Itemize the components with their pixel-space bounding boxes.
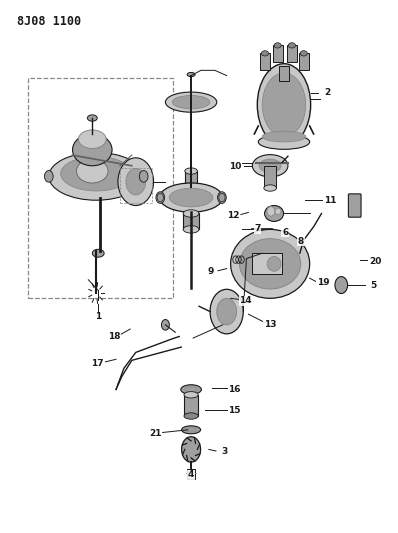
Ellipse shape [184,392,198,398]
Ellipse shape [262,131,306,142]
Text: 7: 7 [254,224,261,233]
Bar [187,469,195,479]
Bar [28,78,173,298]
Ellipse shape [160,183,223,212]
Ellipse shape [185,168,197,174]
Ellipse shape [288,43,295,48]
Text: 16: 16 [228,385,241,394]
Ellipse shape [267,256,281,271]
Text: 15: 15 [228,406,241,415]
Ellipse shape [72,134,112,166]
Text: 1: 1 [95,312,101,321]
Circle shape [118,158,154,206]
Text: 17: 17 [92,359,104,367]
Ellipse shape [170,188,213,207]
Text: 19: 19 [317,278,330,287]
FancyBboxPatch shape [348,194,361,217]
Ellipse shape [184,413,198,419]
Text: 5: 5 [371,280,377,289]
Ellipse shape [49,152,144,200]
Bar [184,395,198,416]
Bar [264,166,277,188]
Ellipse shape [187,72,195,77]
Bar [273,45,283,62]
Text: 2: 2 [324,88,331,97]
Ellipse shape [275,208,281,215]
Text: 12: 12 [227,211,239,220]
Ellipse shape [264,185,277,191]
Ellipse shape [92,249,104,257]
Text: 18: 18 [108,332,120,341]
Ellipse shape [265,206,284,221]
Ellipse shape [259,159,281,172]
Ellipse shape [181,437,201,462]
Bar [120,168,152,203]
Ellipse shape [262,73,306,136]
Ellipse shape [181,385,201,394]
Text: 11: 11 [324,196,336,205]
Bar [260,53,270,70]
Text: 21: 21 [149,429,162,438]
Text: 10: 10 [229,163,242,171]
Ellipse shape [267,207,275,216]
Bar [252,253,282,274]
Ellipse shape [218,192,226,204]
Ellipse shape [181,426,201,434]
Ellipse shape [183,225,199,233]
Ellipse shape [78,130,106,149]
Ellipse shape [139,171,148,182]
Text: 13: 13 [264,320,276,329]
Bar [183,214,199,229]
Ellipse shape [76,159,108,183]
Ellipse shape [60,157,132,191]
Circle shape [210,289,243,334]
Circle shape [162,319,170,330]
Text: 9: 9 [208,268,214,276]
Ellipse shape [87,115,97,121]
Ellipse shape [230,229,310,298]
Bar [279,66,289,81]
Text: 8: 8 [298,237,304,246]
Ellipse shape [273,238,278,242]
Text: 14: 14 [239,296,252,305]
Circle shape [126,168,146,195]
Text: 4: 4 [188,471,194,479]
Ellipse shape [45,171,53,182]
Bar [298,53,309,70]
Ellipse shape [267,238,273,242]
Ellipse shape [257,63,311,146]
Ellipse shape [252,155,288,177]
Circle shape [335,277,347,294]
Ellipse shape [166,92,217,112]
Ellipse shape [261,51,269,56]
Ellipse shape [172,95,210,109]
Ellipse shape [261,238,268,243]
Ellipse shape [156,192,165,204]
Ellipse shape [240,239,301,289]
Text: 8J08 1100: 8J08 1100 [17,14,81,28]
Bar [287,45,297,62]
Ellipse shape [258,134,310,149]
Circle shape [217,298,236,325]
Text: 6: 6 [282,228,288,237]
Ellipse shape [300,51,307,56]
Text: 3: 3 [222,447,228,456]
Ellipse shape [274,43,281,48]
Text: 20: 20 [369,257,381,265]
Ellipse shape [183,210,199,217]
Bar [185,171,197,192]
